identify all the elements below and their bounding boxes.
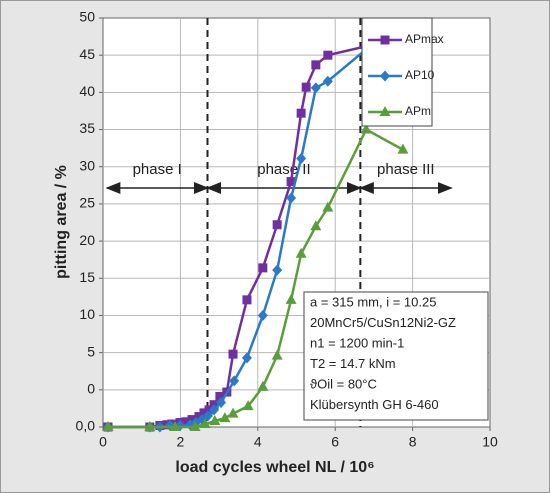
annotation-line: a = 315 mm, i = 10.25 [310, 294, 436, 309]
phase-label: phase III [377, 161, 435, 178]
point [215, 392, 225, 402]
point [380, 70, 390, 82]
point [295, 247, 307, 258]
point [311, 60, 321, 70]
point [380, 35, 390, 45]
point [301, 82, 311, 92]
point [229, 375, 240, 387]
point [209, 415, 221, 426]
annotation-line: 20MnCr5/CuSn12Ni2-GZ [310, 315, 456, 330]
point [181, 417, 191, 427]
point [227, 407, 239, 418]
annotation-line: T2 = 14.7 kNm [310, 356, 396, 371]
point [209, 404, 220, 416]
x-tick-label: 2 [177, 434, 185, 450]
legend-label: APm [405, 104, 431, 118]
point [199, 418, 211, 429]
phase-label: phase II [257, 161, 310, 178]
x-tick-label: 6 [331, 434, 339, 450]
point [228, 349, 238, 359]
annotation-line: Klübersynth GH 6-460 [310, 397, 439, 412]
point [296, 108, 306, 118]
point [322, 201, 334, 212]
y-tick-label: 50 [79, 9, 95, 25]
point [286, 192, 297, 204]
point [241, 352, 252, 364]
y-tick-label: 10 [79, 306, 95, 322]
point [296, 153, 307, 165]
point [258, 263, 268, 273]
y-tick-label: 5 [87, 343, 95, 359]
point [242, 295, 252, 305]
point [199, 408, 209, 418]
x-tick-label: 4 [254, 434, 262, 450]
point [187, 415, 197, 425]
y-tick-label: 40 [79, 83, 95, 99]
y-tick-label: 35 [79, 120, 95, 136]
point [322, 75, 333, 87]
point [360, 123, 372, 134]
annotation-box [303, 291, 489, 421]
y-tick-label: 20 [79, 232, 95, 248]
annotation-line: n1 = 1200 min-1 [310, 335, 404, 350]
point [219, 412, 231, 423]
point [257, 380, 269, 391]
point [204, 405, 214, 415]
point [272, 264, 283, 276]
y-tick-label: 0,0 [76, 418, 96, 434]
y-tick-label: 0 [87, 381, 95, 397]
point [310, 220, 322, 231]
phase-label: phase I [133, 161, 182, 178]
x-tick-label: 10 [482, 434, 498, 450]
point [272, 220, 282, 230]
legend [361, 17, 433, 127]
legend-label: AP10 [405, 68, 435, 82]
point [102, 421, 114, 431]
x-axis-label: load cycles wheel NL / 10⁶ [175, 459, 374, 476]
legend-label: APmax [405, 32, 444, 46]
point [286, 177, 296, 187]
point [397, 143, 409, 154]
point [242, 400, 254, 411]
point [189, 421, 201, 431]
point [323, 50, 333, 60]
x-tick-label: 0 [99, 434, 107, 450]
y-tick-label: 45 [79, 46, 95, 62]
y-tick-label: 30 [79, 157, 95, 173]
point [257, 309, 268, 321]
y-tick-label: 25 [79, 195, 95, 211]
y-axis-label: pitting area / % [53, 165, 70, 279]
point [144, 421, 156, 431]
point [271, 349, 283, 360]
point [194, 412, 204, 422]
x-tick-label: 8 [409, 434, 417, 450]
point [285, 293, 297, 304]
annotation-line: ϑOil = 80°C [310, 376, 377, 391]
point [216, 396, 227, 408]
point [169, 421, 181, 431]
point [379, 106, 391, 116]
point [310, 82, 321, 94]
y-tick-label: 15 [79, 269, 95, 285]
